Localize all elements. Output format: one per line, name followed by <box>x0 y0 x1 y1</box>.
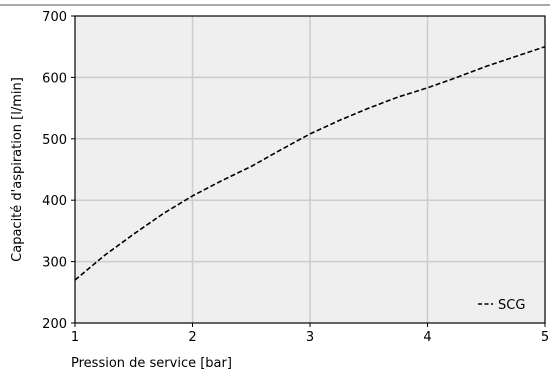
series-line-scg <box>74 45 546 281</box>
x-tick-label: 1 <box>71 330 79 345</box>
y-tick-label: 700 <box>42 10 67 25</box>
legend-label-scg: SCG <box>498 298 525 313</box>
legend: SCG <box>478 298 525 313</box>
y-axis-title: Capacité d'aspiration [l/min] <box>10 77 25 262</box>
x-axis-ticks: 1 2 3 4 5 <box>71 323 549 345</box>
x-tick-label: 4 <box>423 330 431 345</box>
y-tick-label: 400 <box>42 194 67 209</box>
y-tick-label: 300 <box>42 256 67 271</box>
x-axis-title: Pression de service [bar] <box>71 356 232 371</box>
y-axis-ticks: 200 300 400 500 600 700 <box>42 10 75 332</box>
series-group <box>74 45 546 281</box>
y-tick-label: 600 <box>42 71 67 86</box>
gridlines <box>75 16 545 323</box>
x-tick-label: 2 <box>188 330 196 345</box>
y-tick-label: 200 <box>42 317 67 332</box>
x-tick-label: 3 <box>306 330 314 345</box>
y-tick-label: 500 <box>42 133 67 148</box>
x-tick-label: 5 <box>541 330 549 345</box>
